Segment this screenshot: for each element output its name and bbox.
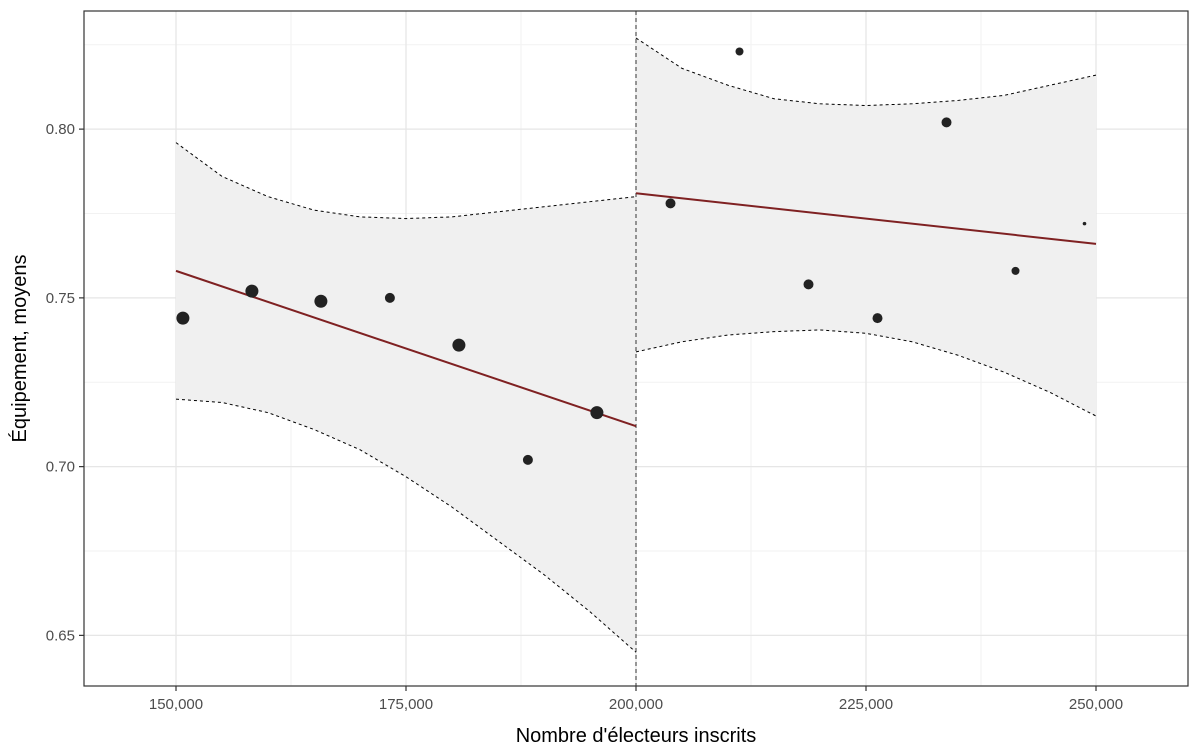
data-point [735,47,744,56]
x-tick-label: 225,000 [839,696,893,713]
y-tick-label: 0.65 [46,627,75,644]
data-point [1011,266,1020,275]
confidence-band [636,38,1096,416]
data-point [590,406,604,420]
x-tick-label: 200,000 [609,696,663,713]
data-point [245,284,259,298]
x-axis-title: Nombre d'électeurs inscrits [516,725,757,747]
y-tick-label: 0.75 [46,290,75,307]
confidence-band [176,142,636,653]
data-point [872,313,883,324]
data-point [665,198,676,209]
x-tick-label: 150,000 [149,696,203,713]
y-tick-label: 0.70 [46,459,75,476]
y-axis-title: Équipement, moyens [8,255,31,443]
data-point [384,292,395,303]
data-point [176,311,190,325]
x-tick-label: 175,000 [379,696,433,713]
data-point [803,279,814,290]
fit-line [635,192,1097,245]
axis-layer: 150,000 175,000 200,000 225,000 250,000 0.65 0… [46,121,1123,713]
confidence-lower-bound [635,329,1097,417]
confidence-upper-bound [175,142,637,220]
confidence-upper-bound [635,37,1097,107]
confidence-bands [175,37,1097,653]
data-points [176,47,1087,465]
confidence-lower-bound [175,398,637,653]
data-point [314,294,328,308]
data-point [1082,221,1087,226]
data-point [941,117,952,128]
data-point [452,338,466,352]
y-tick-label: 0.80 [46,121,75,138]
x-tick-label: 250,000 [1069,696,1123,713]
data-point [522,454,533,465]
